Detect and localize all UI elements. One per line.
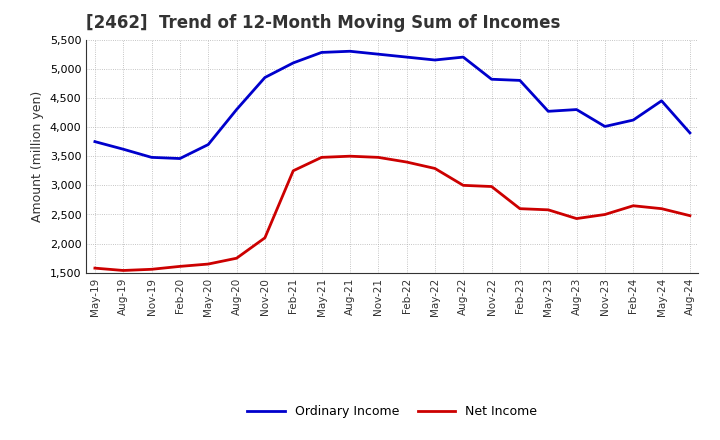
Net Income [204, 261, 212, 267]
Line: Net Income: Net Income [95, 156, 690, 271]
Ordinary Income [119, 147, 127, 152]
Net Income [544, 207, 552, 213]
Net Income [402, 159, 411, 165]
Net Income [374, 155, 382, 160]
Net Income [119, 268, 127, 273]
Net Income [685, 213, 694, 218]
Net Income [572, 216, 581, 221]
Net Income [233, 256, 241, 261]
Ordinary Income [572, 107, 581, 112]
Ordinary Income [459, 55, 467, 60]
Y-axis label: Amount (million yen): Amount (million yen) [32, 91, 45, 222]
Ordinary Income [289, 60, 297, 66]
Legend: Ordinary Income, Net Income: Ordinary Income, Net Income [243, 400, 542, 423]
Text: [2462]  Trend of 12-Month Moving Sum of Incomes: [2462] Trend of 12-Month Moving Sum of I… [86, 15, 561, 33]
Ordinary Income [374, 51, 382, 57]
Net Income [487, 184, 496, 189]
Net Income [431, 166, 439, 171]
Ordinary Income [402, 55, 411, 60]
Ordinary Income [629, 117, 637, 123]
Net Income [657, 206, 666, 211]
Net Income [346, 154, 354, 159]
Ordinary Income [148, 155, 156, 160]
Net Income [318, 155, 326, 160]
Ordinary Income [544, 109, 552, 114]
Ordinary Income [318, 50, 326, 55]
Net Income [600, 212, 609, 217]
Ordinary Income [204, 142, 212, 147]
Ordinary Income [233, 107, 241, 112]
Ordinary Income [431, 57, 439, 62]
Net Income [91, 265, 99, 271]
Net Income [176, 264, 184, 269]
Net Income [148, 267, 156, 272]
Ordinary Income [487, 77, 496, 82]
Ordinary Income [685, 130, 694, 136]
Net Income [289, 168, 297, 173]
Net Income [516, 206, 524, 211]
Ordinary Income [600, 124, 609, 129]
Ordinary Income [346, 48, 354, 54]
Ordinary Income [261, 75, 269, 80]
Ordinary Income [657, 98, 666, 103]
Ordinary Income [516, 78, 524, 83]
Ordinary Income [91, 139, 99, 144]
Net Income [261, 235, 269, 240]
Net Income [459, 183, 467, 188]
Ordinary Income [176, 156, 184, 161]
Line: Ordinary Income: Ordinary Income [95, 51, 690, 158]
Net Income [629, 203, 637, 209]
